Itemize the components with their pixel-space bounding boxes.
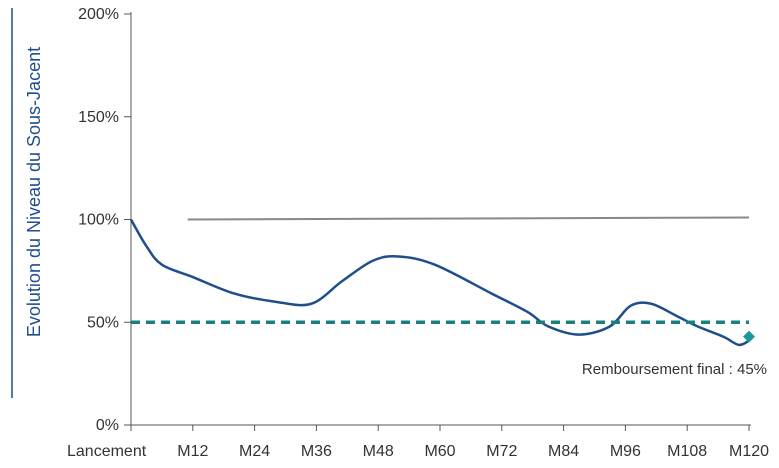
x-tick-label: M84 bbox=[548, 443, 579, 460]
y-tick-label: 150% bbox=[78, 109, 119, 126]
x-ticks: Lancement M12 M24 M36 M48 M60 M72 M84 M96 M108 M12… bbox=[67, 425, 769, 460]
y-tick-label: 200% bbox=[78, 6, 119, 23]
y-ticks: 0% 50% 100% 150% 200% bbox=[78, 6, 131, 434]
y-tick-label: 50% bbox=[87, 314, 119, 331]
y-tick-label: 0% bbox=[96, 417, 119, 434]
x-tick-label: M60 bbox=[424, 443, 455, 460]
x-tick-label: Lancement bbox=[67, 443, 147, 460]
series-line-2 bbox=[187, 216, 750, 221]
x-tick-label: M48 bbox=[363, 443, 394, 460]
final-annotation: Remboursement final : 45% bbox=[582, 361, 767, 378]
series-layer bbox=[129, 216, 755, 347]
series-line-1 bbox=[129, 218, 750, 347]
x-tick-label: M36 bbox=[301, 443, 332, 460]
x-tick-label: M108 bbox=[667, 443, 707, 460]
x-tick-label: M96 bbox=[610, 443, 641, 460]
final-value-marker bbox=[743, 330, 755, 343]
y-axis-label: Evolution du Niveau du Sous-Jacent bbox=[24, 47, 44, 337]
x-tick-label: M120 bbox=[729, 443, 769, 460]
x-tick-label: M24 bbox=[239, 443, 270, 460]
y-tick-label: 100% bbox=[78, 212, 119, 229]
x-tick-label: M72 bbox=[486, 443, 517, 460]
x-tick-label: M12 bbox=[177, 443, 208, 460]
